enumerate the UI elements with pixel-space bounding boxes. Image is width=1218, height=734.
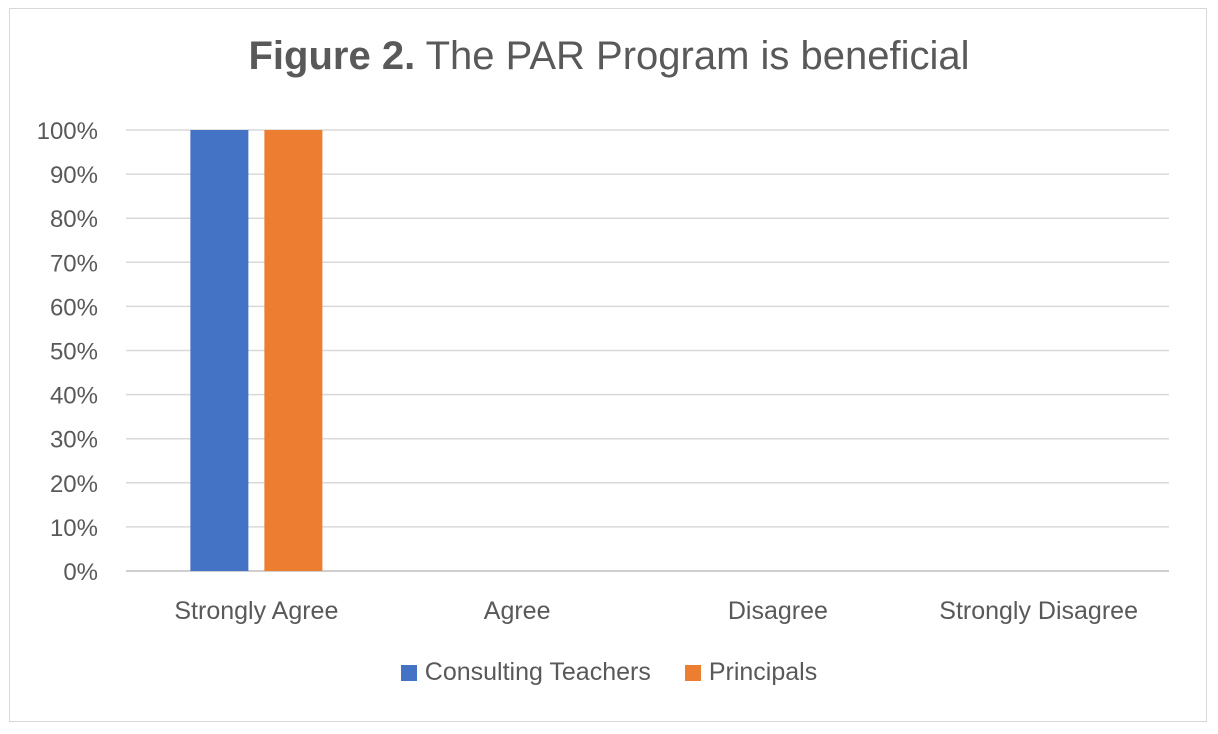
x-tick-label: Strongly Disagree [939, 597, 1138, 625]
chart-title-prefix: Figure 2. [248, 34, 416, 78]
legend-label: Principals [708, 658, 818, 686]
y-tick-label: 100% [37, 118, 98, 145]
legend-item: Consulting Teachers [400, 658, 651, 687]
y-tick-label: 40% [50, 383, 98, 410]
y-tick-label: 80% [50, 206, 98, 233]
bar [190, 130, 249, 571]
chart-title: Figure 2. The PAR Program is beneficial [0, 34, 1218, 79]
legend-swatch [400, 664, 417, 681]
legend-item: Principals [684, 658, 818, 687]
x-tick-label: Agree [484, 597, 551, 625]
y-tick-label: 10% [50, 515, 98, 542]
chart-legend: Consulting Teachers Principals [0, 658, 1218, 687]
x-tick-label: Strongly Agree [174, 597, 338, 625]
x-tick-label: Disagree [728, 597, 828, 625]
y-tick-label: 70% [50, 250, 98, 277]
legend-swatch [684, 664, 701, 681]
bar [264, 130, 323, 571]
y-tick-label: 30% [50, 427, 98, 454]
y-tick-label: 0% [63, 559, 98, 586]
y-tick-label: 90% [50, 162, 98, 189]
y-tick-label: 60% [50, 294, 98, 321]
y-tick-label: 20% [50, 471, 98, 498]
legend-label: Consulting Teachers [424, 658, 651, 686]
chart-title-text: The PAR Program is beneficial [415, 34, 970, 78]
y-tick-label: 50% [50, 339, 98, 366]
